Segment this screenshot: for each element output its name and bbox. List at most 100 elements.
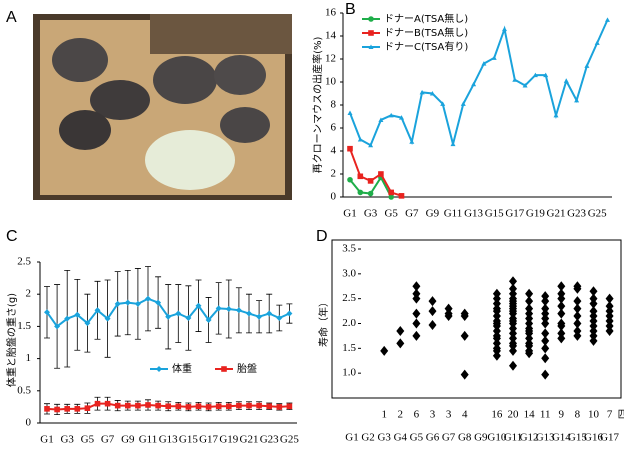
point bbox=[444, 311, 453, 322]
point bbox=[460, 369, 469, 380]
point bbox=[509, 360, 517, 371]
x-tick-label: G23 bbox=[567, 208, 586, 220]
x-tick-label: G21 bbox=[547, 208, 566, 220]
point bbox=[347, 110, 353, 116]
point bbox=[54, 323, 61, 330]
point bbox=[94, 307, 101, 314]
x-tick-label: G14 bbox=[552, 432, 571, 444]
x-tick-label: G1 bbox=[40, 434, 53, 446]
x-tick-label: G3 bbox=[377, 432, 391, 444]
point bbox=[388, 194, 395, 200]
point bbox=[471, 81, 477, 87]
x-tick-label: G11 bbox=[139, 434, 158, 446]
x-tick-label: G13 bbox=[536, 432, 555, 444]
point bbox=[589, 298, 598, 309]
x-tick-label: G17 bbox=[600, 432, 619, 444]
y-tick-label: 14 bbox=[325, 30, 337, 42]
point bbox=[412, 281, 421, 292]
point bbox=[286, 310, 293, 317]
point bbox=[74, 406, 81, 412]
point bbox=[205, 316, 212, 323]
point bbox=[574, 97, 580, 103]
point bbox=[226, 403, 232, 410]
point bbox=[114, 300, 121, 307]
point bbox=[573, 283, 582, 294]
point bbox=[492, 350, 501, 361]
point bbox=[54, 406, 60, 413]
x-tick-label: G13 bbox=[159, 434, 178, 446]
panel-label: D bbox=[316, 228, 328, 245]
x-tick-label: G3 bbox=[364, 208, 378, 220]
point bbox=[541, 369, 550, 380]
point bbox=[589, 286, 598, 297]
count-label: 11 bbox=[540, 409, 551, 421]
y-tick-label: 1 bbox=[26, 352, 32, 364]
point bbox=[502, 26, 507, 32]
x-tick-label: G7 bbox=[405, 208, 419, 220]
point bbox=[114, 402, 121, 409]
x-tick-label: G9 bbox=[426, 208, 440, 220]
point bbox=[396, 325, 405, 336]
point bbox=[134, 300, 141, 307]
point bbox=[357, 173, 364, 180]
legend-marker bbox=[368, 44, 374, 49]
x-tick-label: G12 bbox=[520, 432, 539, 444]
point bbox=[64, 315, 71, 322]
point bbox=[563, 78, 569, 83]
point bbox=[125, 402, 131, 409]
point bbox=[145, 295, 151, 302]
legend-label: 胎盤 bbox=[237, 362, 257, 375]
point bbox=[440, 101, 446, 106]
point bbox=[557, 320, 566, 331]
legend-label: ドナーC(TSA有り) bbox=[384, 40, 468, 53]
panel-label: A bbox=[6, 9, 17, 26]
point bbox=[367, 190, 374, 197]
y-tick-label: 16 bbox=[325, 7, 337, 19]
y-axis-label: 寿命（年） bbox=[317, 297, 330, 347]
point bbox=[145, 402, 151, 408]
y-tick-label: 1.0 bbox=[342, 367, 356, 379]
point bbox=[409, 139, 415, 144]
count-label: 8 bbox=[575, 409, 581, 421]
x-tick-label: G9 bbox=[121, 434, 135, 446]
x-tick-label: G1 bbox=[343, 208, 356, 220]
y-tick-label: 1.5 bbox=[342, 342, 356, 354]
y-tick-label: 2.5 bbox=[342, 292, 356, 304]
x-tick-label: G17 bbox=[505, 208, 524, 220]
point bbox=[594, 40, 600, 45]
point bbox=[175, 403, 182, 410]
point bbox=[357, 137, 363, 142]
point bbox=[44, 309, 50, 316]
point bbox=[246, 402, 252, 409]
point bbox=[584, 63, 590, 68]
point bbox=[380, 345, 389, 356]
point bbox=[74, 311, 81, 318]
legend-marker bbox=[156, 366, 162, 372]
y-tick-label: 0 bbox=[331, 191, 337, 203]
count-label: 1 bbox=[381, 409, 387, 421]
point bbox=[557, 293, 566, 304]
legend-marker bbox=[221, 366, 227, 372]
point bbox=[104, 315, 111, 322]
point bbox=[84, 320, 91, 327]
x-tick-label: G15 bbox=[485, 208, 504, 220]
y-tick-label: 2 bbox=[331, 168, 337, 180]
point bbox=[429, 91, 435, 96]
x-tick-label: G11 bbox=[444, 208, 463, 220]
y-tick-label: 12 bbox=[325, 53, 336, 65]
x-tick-label: G16 bbox=[584, 432, 603, 444]
point bbox=[509, 345, 517, 356]
point bbox=[460, 101, 466, 106]
point bbox=[84, 405, 91, 411]
point bbox=[573, 330, 582, 341]
y-tick-label: 1.5 bbox=[17, 320, 31, 332]
x-tick-label: G5 bbox=[81, 434, 95, 446]
count-label: 16 bbox=[491, 409, 503, 421]
y-tick-label: 10 bbox=[325, 76, 337, 88]
point bbox=[557, 308, 566, 319]
x-tick-label: G3 bbox=[60, 434, 74, 446]
point bbox=[185, 404, 192, 410]
count-unit: 匹 bbox=[618, 410, 624, 421]
point bbox=[428, 319, 437, 330]
